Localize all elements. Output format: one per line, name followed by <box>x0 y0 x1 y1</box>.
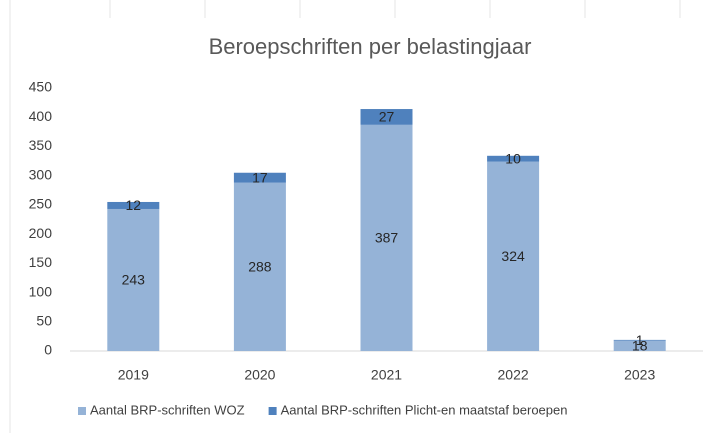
data-label: 288 <box>248 259 272 275</box>
data-label: 10 <box>505 150 521 166</box>
legend-swatch <box>268 407 277 415</box>
bar-segment <box>487 155 540 162</box>
y-tick-label: 250 <box>29 196 53 212</box>
data-label: 17 <box>252 169 268 185</box>
bar-segment <box>360 124 413 351</box>
x-tick-label: 2020 <box>244 367 275 383</box>
y-tick-label: 450 <box>29 79 53 95</box>
data-label: 324 <box>501 248 525 264</box>
y-tick-label: 0 <box>44 342 52 358</box>
bar-segment <box>107 201 160 209</box>
y-tick-label: 150 <box>29 254 53 270</box>
y-tick-label: 300 <box>29 166 53 182</box>
y-tick-label: 400 <box>29 108 53 124</box>
data-label: 1 <box>636 332 644 348</box>
sheet-grid <box>9 0 681 433</box>
data-label: 27 <box>379 109 395 125</box>
bar-segment <box>613 339 666 341</box>
x-tick-label: 2022 <box>498 367 529 383</box>
chart-title: Beroepschriften per belastingjaar <box>209 34 532 59</box>
bar-segment <box>360 109 413 125</box>
y-tick-label: 350 <box>29 137 53 153</box>
x-tick-label: 2021 <box>371 367 402 383</box>
data-label: 387 <box>375 230 399 246</box>
bar-segment <box>613 340 666 351</box>
bar-segment <box>233 172 286 183</box>
bar-segment <box>233 182 286 351</box>
legend-swatch <box>78 407 86 415</box>
x-tick-label: 2023 <box>624 367 655 383</box>
y-tick-label: 200 <box>29 225 53 241</box>
y-tick-label: 100 <box>29 283 53 299</box>
legend-label: Aantal BRP-schriften Plicht-en maatstaf … <box>281 402 568 417</box>
y-tick-label: 50 <box>36 312 52 328</box>
bar-segment <box>107 208 160 351</box>
data-label: 243 <box>122 272 146 288</box>
bar-segment <box>487 161 540 351</box>
x-tick-label: 2019 <box>118 367 149 383</box>
data-label: 18 <box>632 337 648 353</box>
legend-label: Aantal BRP-schriften WOZ <box>90 402 245 417</box>
data-label: 12 <box>126 197 142 213</box>
